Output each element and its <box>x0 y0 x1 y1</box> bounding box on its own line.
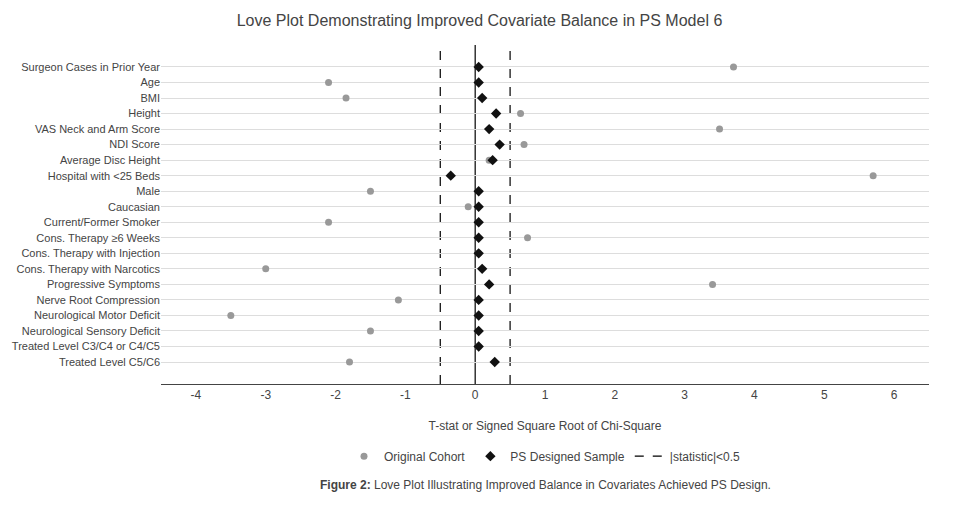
svg-text:-3: -3 <box>260 388 271 402</box>
svg-text:Height: Height <box>128 107 160 119</box>
svg-text:Progressive Symptoms: Progressive Symptoms <box>47 278 161 290</box>
svg-text:Male: Male <box>136 185 160 197</box>
svg-text:Hospital with <25 Beds: Hospital with <25 Beds <box>48 170 161 182</box>
svg-text:Love Plot Demonstrating Improv: Love Plot Demonstrating Improved Covaria… <box>237 12 723 29</box>
svg-text:0: 0 <box>472 388 479 402</box>
svg-text:6: 6 <box>891 388 898 402</box>
svg-text:Neurological Sensory Deficit: Neurological Sensory Deficit <box>22 325 160 337</box>
svg-text:1: 1 <box>542 388 549 402</box>
svg-text:|statistic|<0.5: |statistic|<0.5 <box>670 450 740 464</box>
svg-text:PS Designed Sample: PS Designed Sample <box>510 450 624 464</box>
svg-text:Current/Former Smoker: Current/Former Smoker <box>44 216 160 228</box>
svg-text:Average Disc Height: Average Disc Height <box>60 154 160 166</box>
svg-text:4: 4 <box>751 388 758 402</box>
svg-text:Cons. Therapy ≥6 Weeks: Cons. Therapy ≥6 Weeks <box>36 232 160 244</box>
svg-text:Treated Level C3/C4 or C4/C5: Treated Level C3/C4 or C4/C5 <box>12 340 160 352</box>
svg-text:3: 3 <box>681 388 688 402</box>
svg-text:Original Cohort: Original Cohort <box>384 450 465 464</box>
svg-text:-4: -4 <box>191 388 202 402</box>
svg-text:Surgeon Cases in Prior Year: Surgeon Cases in Prior Year <box>21 61 160 73</box>
svg-text:Nerve Root Compression: Nerve Root Compression <box>37 294 161 306</box>
svg-text:Treated Level C5/C6: Treated Level C5/C6 <box>59 356 160 368</box>
svg-text:Figure 2: Love Plot Illustrati: Figure 2: Love Plot Illustrating Improve… <box>320 478 771 492</box>
svg-text:Caucasian: Caucasian <box>108 201 160 213</box>
svg-text:BMI: BMI <box>140 92 160 104</box>
svg-text:Age: Age <box>140 76 160 88</box>
svg-text:-1: -1 <box>400 388 411 402</box>
svg-text:VAS Neck and Arm Score: VAS Neck and Arm Score <box>35 123 160 135</box>
svg-text:NDI Score: NDI Score <box>109 138 160 150</box>
svg-text:Cons. Therapy with Injection: Cons. Therapy with Injection <box>21 247 160 259</box>
svg-text:Neurological Motor Deficit: Neurological Motor Deficit <box>34 309 160 321</box>
svg-text:-2: -2 <box>330 388 341 402</box>
svg-text:Cons. Therapy with Narcotics: Cons. Therapy with Narcotics <box>17 263 161 275</box>
svg-text:2: 2 <box>611 388 618 402</box>
svg-text:5: 5 <box>821 388 828 402</box>
svg-text:T-stat or Signed Square Root o: T-stat or Signed Square Root of Chi-Squa… <box>429 419 662 433</box>
